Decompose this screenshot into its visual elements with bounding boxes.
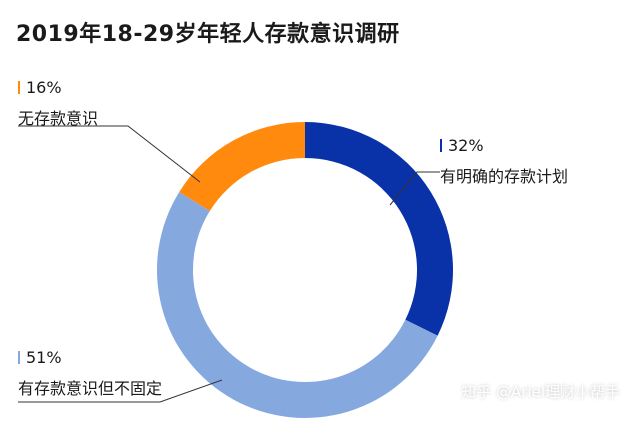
donut-slice: [179, 122, 305, 211]
slice-category-label: 有存款意识但不固定: [18, 379, 163, 398]
leader-line: [18, 125, 201, 183]
legend-marker-none: [18, 81, 20, 94]
legend-marker-planned: [440, 139, 442, 152]
slice-label-planned: 32% 有明确的存款计划: [440, 136, 568, 187]
slice-category-label: 无存款意识: [18, 109, 99, 128]
watermark: 知乎 @Ariel理财小帮手: [461, 383, 620, 401]
leader-line: [389, 171, 440, 206]
slice-label-unfixed: 51% 有存款意识但不固定: [18, 348, 162, 399]
slice-label-none: 16% 无存款意识: [18, 78, 98, 129]
chart-title: 2019年18-29岁年轻人存款意识调研: [16, 22, 400, 47]
slice-value-label: 16%: [26, 78, 62, 97]
slice-category-label: 有明确的存款计划: [440, 167, 569, 186]
slice-value-label: 51%: [26, 348, 62, 367]
legend-marker-unfixed: [18, 351, 20, 364]
donut-slice: [305, 122, 454, 336]
slice-value-label: 32%: [448, 136, 484, 155]
leader-line: [18, 379, 223, 403]
donut-slice: [157, 191, 438, 418]
